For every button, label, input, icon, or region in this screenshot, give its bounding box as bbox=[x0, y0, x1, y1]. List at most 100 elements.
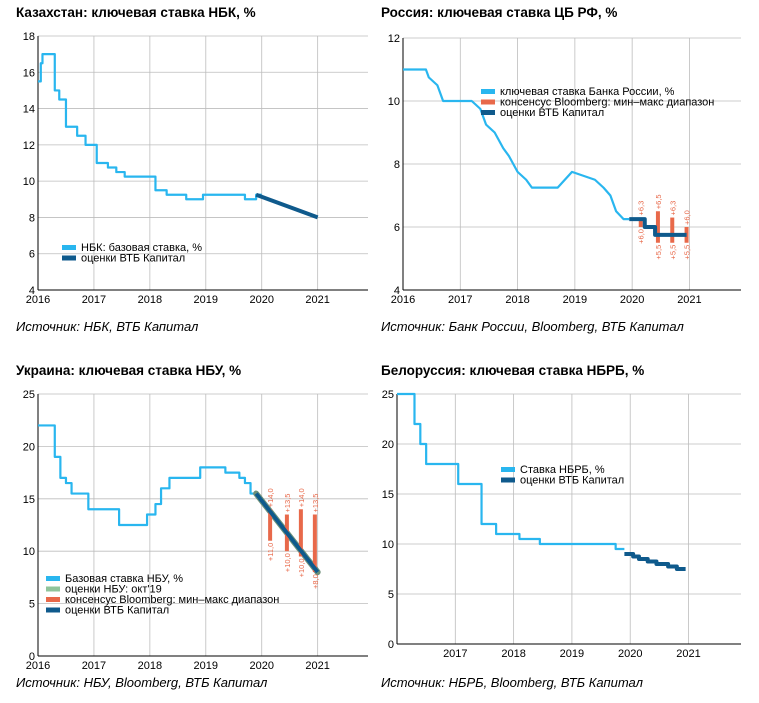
x-tick-label: 2020 bbox=[249, 294, 273, 306]
x-tick-label: 2019 bbox=[194, 660, 218, 672]
range-high-label: +13,5 bbox=[283, 494, 292, 513]
range-high-label: +6,5 bbox=[654, 194, 663, 209]
chart-title: Белоруссия: ключевая ставка НБРБ, % bbox=[381, 363, 645, 378]
legend-label: оценки ВТБ Капитал bbox=[500, 107, 604, 119]
x-tick-label: 2020 bbox=[620, 294, 644, 306]
y-tick-label: 0 bbox=[29, 651, 35, 663]
x-tick-label: 2020 bbox=[618, 648, 642, 660]
range-low-label: +5,5 bbox=[683, 245, 692, 260]
legend-label: ключевая ставка Банка России, % bbox=[500, 86, 675, 98]
x-tick-label: 2021 bbox=[677, 294, 701, 306]
range-low-label: +8,0 bbox=[311, 574, 320, 589]
range-low-label: +10,0 bbox=[297, 558, 306, 577]
legend-label: оценки ВТБ Капитал bbox=[81, 253, 185, 265]
chart-title: Россия: ключевая ставка ЦБ РФ, % bbox=[381, 5, 618, 20]
range-low-label: +11,0 bbox=[266, 543, 275, 561]
x-tick-label: 2018 bbox=[138, 660, 162, 672]
legend-label: НБК: базовая ставка, % bbox=[81, 242, 202, 254]
y-tick-label: 12 bbox=[388, 33, 400, 45]
legend-label: Ставка НБРБ, % bbox=[520, 464, 605, 476]
y-tick-label: 6 bbox=[394, 222, 400, 234]
y-tick-label: 18 bbox=[23, 31, 35, 43]
series-line bbox=[397, 392, 625, 551]
range-low-label: +6,0 bbox=[637, 229, 646, 244]
x-tick-label: 2018 bbox=[505, 294, 529, 306]
series-line bbox=[38, 53, 262, 201]
range-high-label: +14,0 bbox=[297, 488, 306, 507]
chart-panel-belarus: Белоруссия: ключевая ставка НБРБ, % 0 5 10… bbox=[381, 363, 751, 703]
y-tick-label: 8 bbox=[394, 159, 400, 171]
y-tick-label: 12 bbox=[23, 140, 35, 152]
chart-title: Казахстан: ключевая ставка НБК, % bbox=[16, 5, 256, 20]
chart-svg: 4 6 8 10 12 14 16 18 2016 2017 2018 2019 2020 2021 НБК… bbox=[23, 31, 368, 306]
legend-label: консенсус Bloomberg: мин–макс диапазон bbox=[500, 97, 714, 109]
legend-swatch bbox=[501, 467, 515, 472]
series-line bbox=[38, 424, 257, 527]
x-tick-label: 2019 bbox=[560, 648, 584, 660]
y-tick-label: 0 bbox=[388, 639, 394, 651]
chart-panel-russia: Россия: ключевая ставка ЦБ РФ, % 4 6 8 10 12… bbox=[381, 5, 751, 345]
range-high-label: +6,0 bbox=[683, 210, 692, 225]
range-low-label: +5,5 bbox=[654, 245, 663, 260]
x-tick-label: 2021 bbox=[305, 660, 329, 672]
y-tick-label: 10 bbox=[388, 96, 400, 108]
x-tick-label: 2018 bbox=[138, 294, 162, 306]
y-tick-label: 6 bbox=[29, 249, 35, 261]
legend-label: Базовая ставка НБУ, % bbox=[65, 573, 183, 585]
y-tick-label: 15 bbox=[23, 494, 35, 506]
series-line bbox=[403, 68, 630, 221]
series-line bbox=[624, 552, 686, 571]
x-tick-label: 2021 bbox=[676, 648, 700, 660]
chart-source: Источник: Банк России, Bloomberg, ВТБ Ка… bbox=[381, 319, 684, 334]
y-tick-label: 20 bbox=[23, 441, 35, 453]
x-tick-label: 2017 bbox=[443, 648, 467, 660]
legend-label: консенсус Bloomberg: мин–макс диапазон bbox=[65, 594, 279, 606]
chart-svg: 4 6 8 10 12 2016 2017 2018 2019 2020 2021 +6,3 +6,0 +… bbox=[388, 33, 741, 306]
y-tick-label: 15 bbox=[382, 489, 394, 501]
y-tick-label: 14 bbox=[23, 104, 35, 116]
series-line bbox=[629, 217, 687, 237]
legend-label: оценки НБУ: окт'19 bbox=[65, 584, 162, 596]
legend-swatch bbox=[46, 607, 60, 613]
chart-source: Источник: НБРБ, Bloomberg, ВТБ Капитал bbox=[381, 675, 643, 690]
y-tick-label: 10 bbox=[382, 539, 394, 551]
chart-source: Источник: НБУ, Bloomberg, ВТБ Капитал bbox=[16, 675, 268, 690]
y-tick-label: 8 bbox=[29, 212, 35, 224]
chart-svg: 0 5 10 15 20 25 2016 2017 2018 2019 2020 2021 +14,0 +… bbox=[23, 389, 368, 672]
x-tick-label: 2016 bbox=[26, 294, 50, 306]
y-tick-label: 5 bbox=[29, 599, 35, 611]
legend-label: оценки ВТБ Капитал bbox=[520, 475, 624, 487]
legend-swatch bbox=[481, 110, 495, 115]
legend-label: оценки ВТБ Капитал bbox=[65, 605, 169, 617]
legend-swatch bbox=[501, 477, 515, 483]
y-tick-label: 16 bbox=[23, 67, 35, 79]
chart-title: Украина: ключевая ставка НБУ, % bbox=[16, 363, 242, 378]
x-tick-label: 2016 bbox=[391, 294, 415, 306]
x-tick-label: 2017 bbox=[448, 294, 472, 306]
chart-svg: 0 5 10 15 20 25 2017 2018 2019 2020 2021 Ставка НБР… bbox=[382, 389, 741, 660]
range-high-label: +13,5 bbox=[311, 494, 320, 513]
x-tick-label: 2018 bbox=[501, 648, 525, 660]
y-tick-label: 4 bbox=[394, 285, 400, 297]
x-tick-label: 2021 bbox=[305, 294, 329, 306]
chart-panel-kazakhstan: Казахстан: ключевая ставка НБК, % 4 6 8 10 1… bbox=[16, 5, 386, 345]
range-low-label: +10,0 bbox=[283, 553, 292, 572]
series-line bbox=[254, 492, 320, 574]
y-tick-label: 4 bbox=[29, 285, 35, 297]
x-tick-label: 2019 bbox=[194, 294, 218, 306]
legend-swatch bbox=[62, 245, 76, 250]
range-high-label: +6,3 bbox=[668, 201, 677, 216]
legend-swatch bbox=[481, 89, 495, 94]
y-tick-label: 25 bbox=[382, 389, 394, 401]
legend-swatch bbox=[46, 576, 60, 581]
x-tick-label: 2016 bbox=[26, 660, 50, 672]
legend-swatch bbox=[46, 586, 60, 592]
chart-panel-ukraine: Украина: ключевая ставка НБУ, % 0 5 10 15 20… bbox=[16, 363, 386, 703]
y-tick-label: 20 bbox=[382, 439, 394, 451]
chart-source: Источник: НБК, ВТБ Капитал bbox=[16, 319, 199, 334]
legend-swatch bbox=[481, 99, 495, 105]
y-tick-label: 5 bbox=[388, 589, 394, 601]
x-tick-label: 2020 bbox=[249, 660, 273, 672]
series-line bbox=[255, 192, 319, 220]
x-tick-label: 2017 bbox=[82, 294, 106, 306]
